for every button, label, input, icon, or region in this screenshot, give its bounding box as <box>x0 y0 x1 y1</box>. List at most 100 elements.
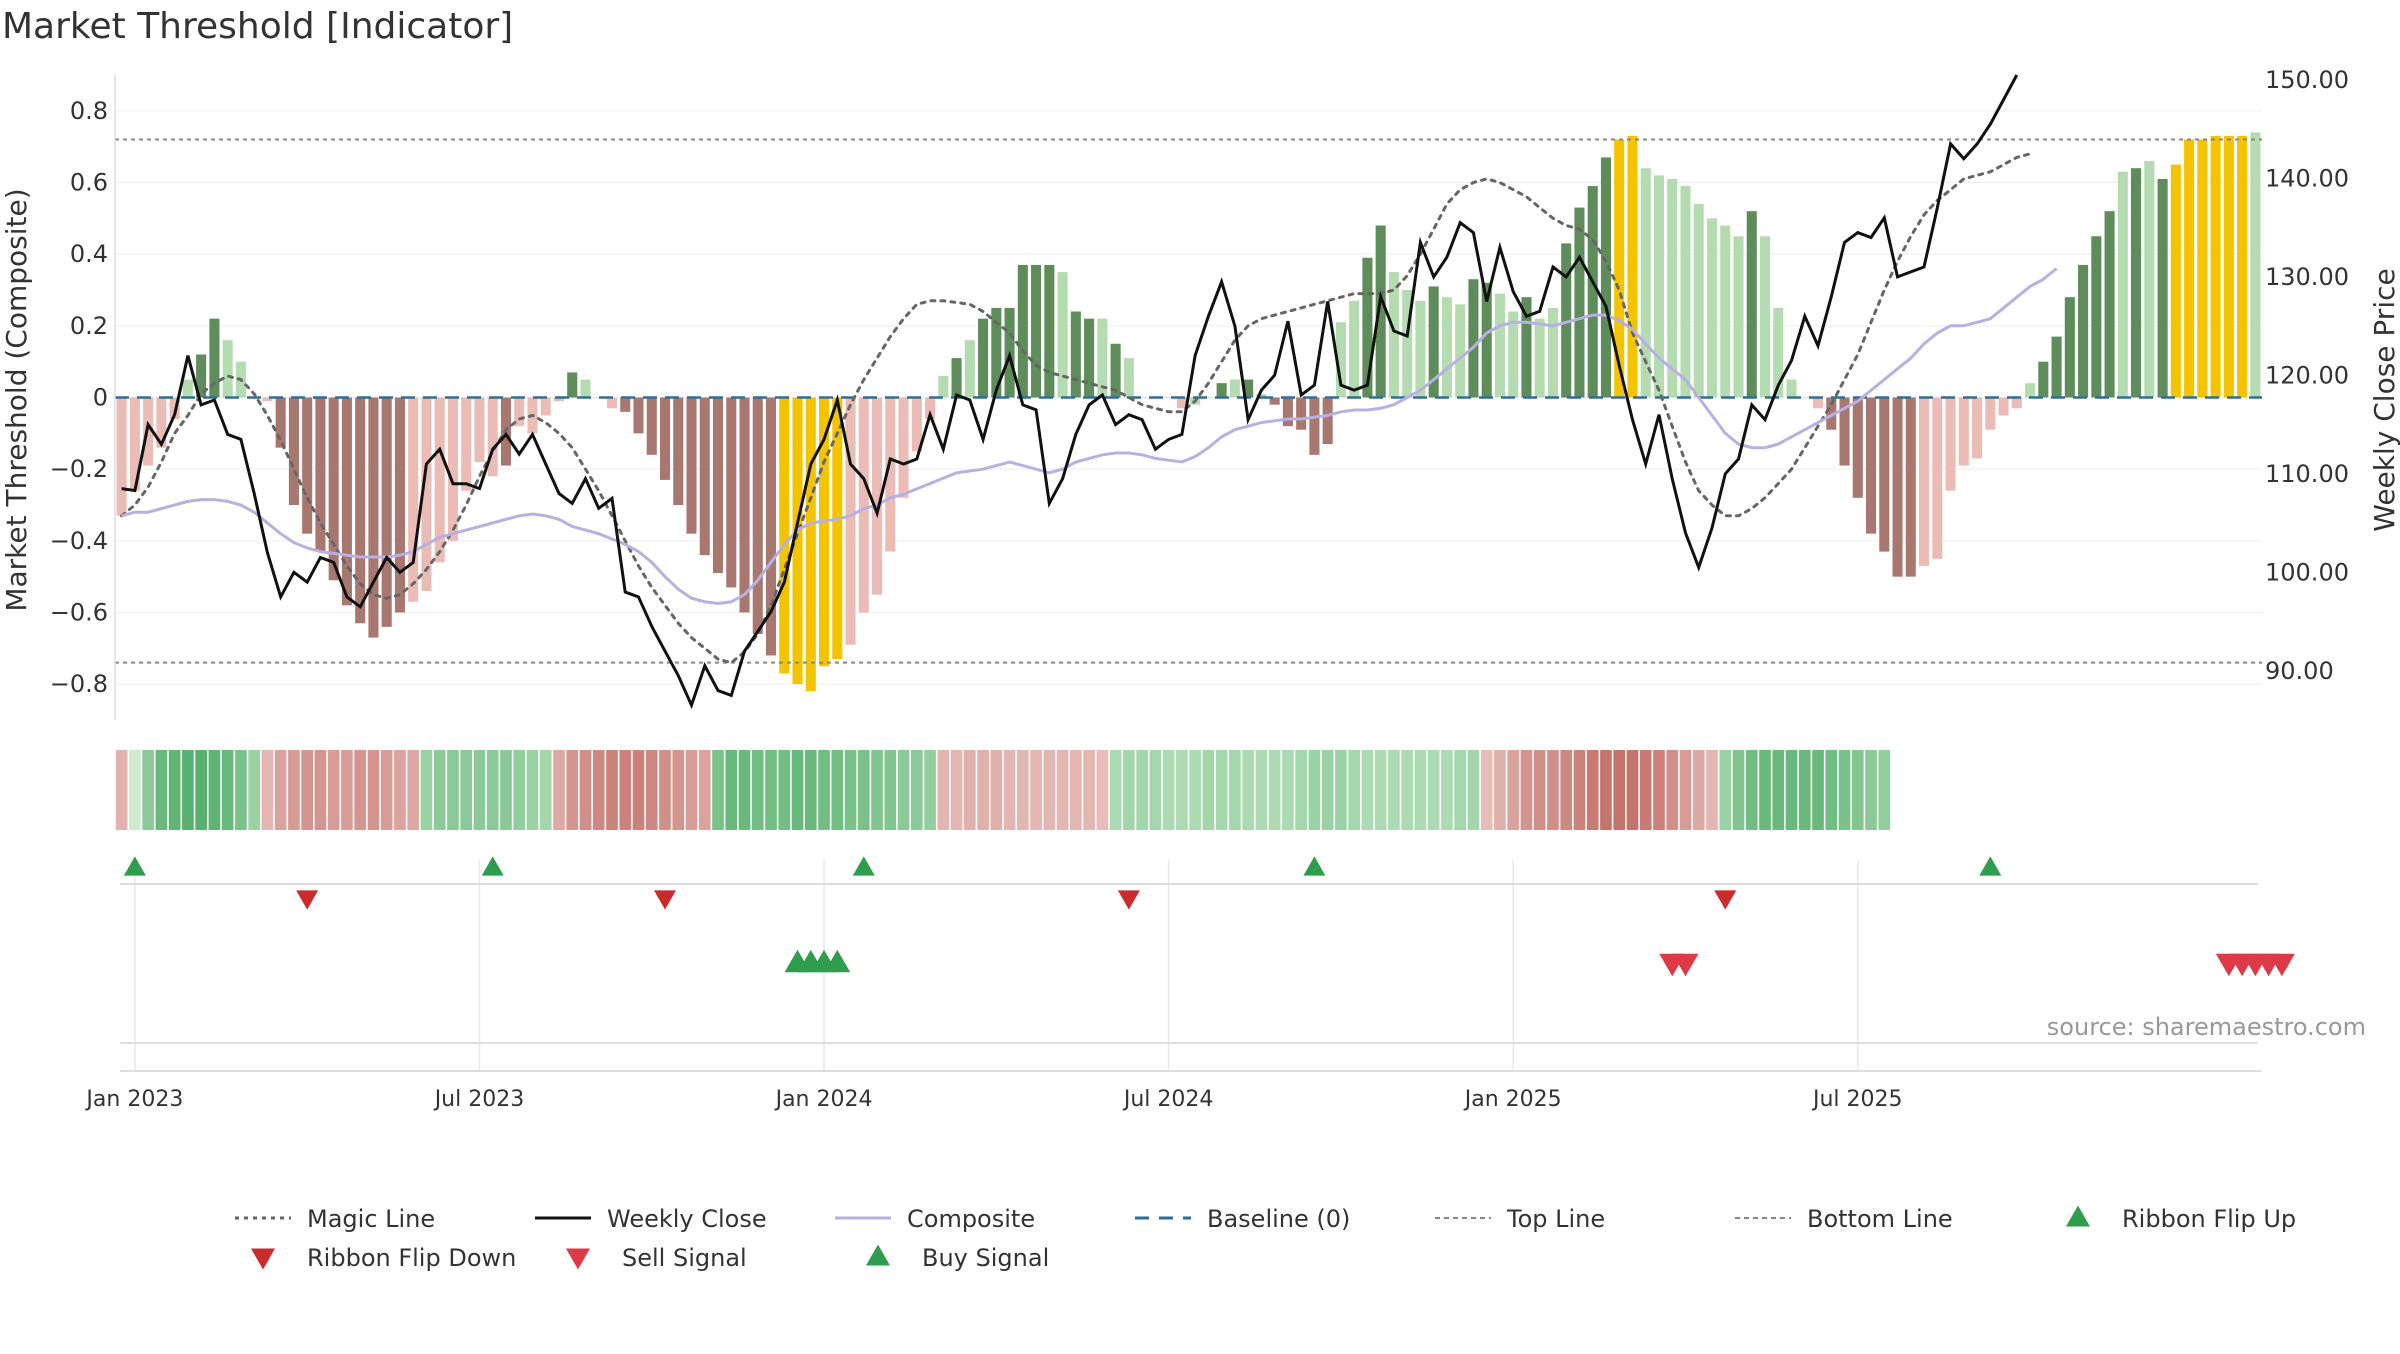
ribbon-flip-down-marker <box>654 890 677 910</box>
y2-tick-label: 90.00 <box>2265 657 2334 685</box>
y-tick-label: 0.8 <box>70 97 108 125</box>
composite-bar <box>2117 171 2128 398</box>
composite-bar <box>1587 186 1598 398</box>
composite-bar <box>2051 336 2062 398</box>
composite-bar <box>1216 383 1227 398</box>
composite-bar <box>1746 211 1757 398</box>
composite-bar <box>1826 397 1837 430</box>
ribbon-cell <box>1679 750 1692 830</box>
composite-bar <box>1137 397 1148 398</box>
composite-bar <box>1574 207 1585 398</box>
composite-bar <box>712 397 724 574</box>
composite-bar <box>991 307 1002 398</box>
y2-tick-label: 110.00 <box>2265 460 2349 488</box>
x-tick-label: Jan 2025 <box>1463 1087 1562 1112</box>
ribbon-cell <box>698 750 711 830</box>
composite-bar <box>1031 264 1042 398</box>
composite-bar <box>315 397 326 552</box>
buy-signal-marker <box>824 949 851 973</box>
ribbon-flip-up-marker <box>1979 856 2002 876</box>
composite-bar <box>1229 379 1240 398</box>
ribbon-cell <box>1348 750 1360 830</box>
composite-bar <box>487 397 498 477</box>
ribbon-flip-up-marker <box>852 856 875 876</box>
ribbon-cell <box>221 750 234 830</box>
ribbon-cell <box>1043 750 1056 830</box>
ribbon-cell <box>1335 750 1347 830</box>
composite-bar <box>1640 168 1651 398</box>
ribbon-cell <box>1242 750 1254 830</box>
composite-bar <box>726 397 737 588</box>
composite-bar <box>2131 168 2142 398</box>
ribbon-cell <box>1639 750 1652 830</box>
ribbon-cell <box>1189 750 1201 830</box>
legend-item-magic-line: Magic Line <box>235 1205 435 1233</box>
ribbon-flip-up-marker <box>1303 856 1326 876</box>
legend-swatch <box>2066 1205 2090 1227</box>
composite-bar <box>1667 178 1678 398</box>
ribbon-cell <box>1017 750 1029 830</box>
ribbon-cell <box>1321 750 1334 830</box>
composite-bar <box>328 397 339 581</box>
ribbon-cell <box>1229 750 1241 830</box>
composite-bar <box>368 397 379 638</box>
y2-tick-label: 140.00 <box>2265 164 2349 192</box>
ribbon-cell <box>553 750 565 830</box>
ribbon-cell <box>1374 750 1387 830</box>
ribbon-cell <box>1745 750 1758 830</box>
ribbon-cell <box>632 750 645 830</box>
ribbon-cell <box>977 750 989 830</box>
ribbon-cell <box>341 750 353 830</box>
ribbon-cell <box>1295 750 1307 830</box>
composite-bar <box>633 397 644 434</box>
ribbon-flip-down-marker <box>1117 890 1140 910</box>
composite-bar <box>580 379 591 398</box>
ribbon-cell <box>500 750 512 830</box>
ribbon-cell <box>367 750 380 830</box>
bars-layer <box>116 132 2261 692</box>
ribbon-cell <box>1441 750 1453 830</box>
composite-bar <box>1773 307 1784 398</box>
composite-bar <box>1070 311 1081 398</box>
ribbon-cell <box>1812 750 1824 830</box>
composite-line <box>121 267 2058 606</box>
ribbon-cell <box>950 750 963 830</box>
ribbon-cell <box>1586 750 1599 830</box>
composite-bar <box>1455 304 1466 398</box>
ribbon-cell <box>168 750 181 830</box>
ribbon-cell <box>897 750 910 830</box>
composite-bar <box>699 397 710 556</box>
legend-label: Bottom Line <box>1807 1205 1953 1233</box>
ribbon-cell <box>1851 750 1864 830</box>
composite-bar <box>1799 397 1810 398</box>
y2-axis-label: Weekly Close Price <box>2368 268 2400 531</box>
composite-bar <box>381 397 392 627</box>
ribbon-cell <box>606 750 618 830</box>
composite-bar <box>1879 397 1890 552</box>
composite-bar <box>1720 225 1731 398</box>
composite-bar <box>1600 157 1612 398</box>
composite-bar <box>394 397 405 613</box>
ribbon-cell <box>1560 750 1573 830</box>
y-tick-label: 0.2 <box>70 312 108 340</box>
ribbon-cell <box>672 750 685 830</box>
composite-bar <box>2144 161 2155 398</box>
ribbon-cell <box>274 750 287 830</box>
ribbon-flip-down-marker <box>296 890 319 910</box>
composite-bar <box>209 318 220 398</box>
composite-bar <box>2184 139 2195 398</box>
y-tick-label: −0.4 <box>50 527 108 555</box>
composite-bar <box>182 379 193 398</box>
legend-item-weekly-close: Weekly Close <box>535 1205 767 1233</box>
ribbon-cell <box>1255 750 1268 830</box>
ribbon-cell <box>1096 750 1109 830</box>
ribbon-cell <box>990 750 1003 830</box>
legend-label: Composite <box>907 1205 1035 1233</box>
ribbon-cell <box>407 750 420 830</box>
ribbon-cell <box>1427 750 1440 830</box>
ribbon-cell <box>248 750 260 830</box>
ribbon-cell <box>1507 750 1520 830</box>
legend-label: Top Line <box>1506 1205 1605 1233</box>
composite-bar <box>911 397 922 452</box>
composite-bar <box>1998 397 2009 416</box>
